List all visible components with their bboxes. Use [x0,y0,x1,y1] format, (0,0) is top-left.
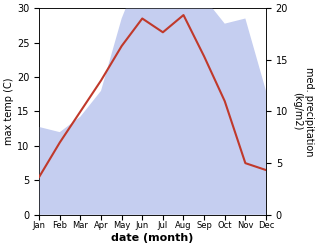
X-axis label: date (month): date (month) [111,233,194,243]
Y-axis label: med. precipitation
(kg/m2): med. precipitation (kg/m2) [292,67,314,156]
Y-axis label: max temp (C): max temp (C) [4,78,14,145]
